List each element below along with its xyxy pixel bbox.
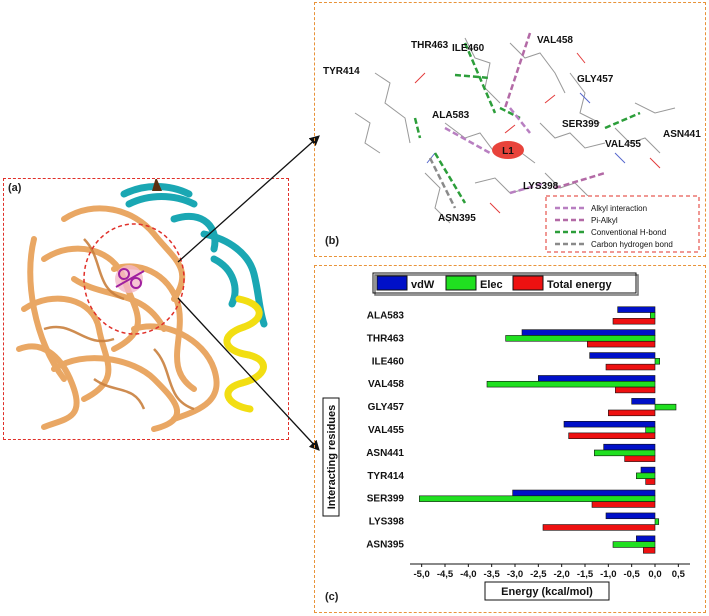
residue-label-tyr414: TYR414: [323, 66, 360, 77]
ligand-label: L1: [502, 146, 514, 157]
y-tick-label-lys398: LYS398: [369, 517, 405, 528]
y-tick-label-ile460: ILE460: [372, 356, 405, 367]
y-tick-label-thr463: THR463: [367, 333, 405, 344]
arrow-marker-icon: [152, 177, 162, 191]
x-tick-label: -2,5: [530, 569, 547, 580]
bar-elec-thr463: [505, 335, 656, 342]
panel-a-protein-structure: (a): [3, 177, 289, 440]
x-tick-label: -3,5: [483, 569, 500, 580]
interaction-key: Alkyl interaction Pi-Alkyl Conventional …: [545, 195, 700, 253]
residue-label-thr463: THR463: [411, 40, 449, 51]
bar-elec-asn441: [594, 449, 656, 457]
panel-c-label: (c): [325, 591, 339, 603]
bar-elec-ile460: [654, 358, 660, 365]
key-label-alkyl: Alkyl interaction: [591, 204, 647, 213]
bar-vdw-val458: [538, 375, 656, 382]
interaction-diagram-svg: L1 ILE460 THR463 VAL458 TYR414 GLY457 AL…: [323, 32, 701, 253]
bar-total-lys398: [542, 524, 656, 531]
bar-vdw-val455: [563, 421, 656, 428]
x-axis-title: Energy (kcal/mol): [501, 586, 593, 598]
bar-vdw-ser399: [512, 489, 656, 497]
bar-elec-val458: [486, 380, 656, 388]
panel-a-label: (a): [8, 182, 22, 194]
residue-label-asn395: ASN395: [438, 213, 476, 224]
y-tick-label-gly457: GLY457: [368, 402, 405, 413]
y-tick-label-ala583: ALA583: [367, 310, 405, 321]
bar-total-tyr414: [645, 478, 656, 485]
bar-total-val458: [615, 386, 656, 394]
bar-total-ser399: [591, 501, 656, 508]
bar-vdw-ile460: [589, 352, 656, 359]
panel-b-interaction-diagram: (b): [314, 2, 706, 257]
x-tick-label: -1,5: [577, 569, 594, 580]
bar-total-val455: [568, 432, 656, 439]
residue-label-ala583: ALA583: [432, 110, 470, 121]
residue-label-ser399: SER399: [562, 119, 600, 130]
bar-total-ile460: [605, 363, 656, 371]
residue-label-lys398: LYS398: [523, 181, 559, 192]
bar-elec-val455: [645, 426, 656, 434]
y-tick-label-tyr414: TYR414: [367, 471, 404, 482]
binding-site-circle: [83, 223, 185, 335]
x-tick-label: -5,0: [413, 569, 429, 580]
bar-total-gly457: [608, 409, 656, 417]
legend-swatch-vdw: [376, 275, 408, 291]
key-label-carbon-h-bond: Carbon hydrogen bond: [591, 240, 673, 249]
legend-swatch-total: [512, 275, 544, 291]
bar-elec-asn395: [612, 541, 656, 548]
y-tick-label-asn395: ASN395: [366, 540, 404, 551]
x-tick-label: 0,5: [672, 569, 686, 580]
residue-label-asn441: ASN441: [663, 129, 701, 140]
bar-elec-gly457: [654, 403, 677, 411]
bar-vdw-asn395: [636, 535, 656, 542]
x-tick-label: -3,0: [507, 569, 523, 580]
residue-label-val458: VAL458: [537, 35, 573, 46]
bar-vdw-asn441: [603, 443, 656, 451]
legend-swatch-elec: [445, 275, 477, 291]
ligand-marker: [492, 141, 524, 159]
legend-label-total: Total energy: [547, 279, 612, 291]
key-label-h-bond: Conventional H-bond: [591, 228, 666, 237]
x-tick-label: -2,0: [553, 569, 569, 580]
residue-label-val455: VAL455: [605, 139, 641, 150]
bar-elec-tyr414: [636, 472, 656, 480]
panel-c-energy-chart: (c) vdW Elec Total energy Interacting re…: [314, 265, 706, 613]
bar-elec-lys398: [654, 518, 660, 525]
y-tick-label-asn441: ASN441: [366, 448, 404, 459]
legend-label-vdw: vdW: [411, 279, 435, 291]
bar-vdw-gly457: [631, 398, 656, 405]
bar-vdw-thr463: [521, 329, 656, 336]
legend-label-elec: Elec: [480, 279, 503, 291]
x-tick-label: -0,5: [623, 569, 640, 580]
x-tick-label: -4,5: [437, 569, 454, 580]
y-tick-label-ser399: SER399: [367, 494, 405, 505]
bar-total-asn395: [643, 547, 656, 554]
residue-label-gly457: GLY457: [577, 74, 614, 85]
energy-bar-chart: vdW Elec Total energy Interacting residu…: [322, 272, 690, 601]
y-tick-label-val455: VAL455: [368, 425, 404, 436]
bar-vdw-lys398: [605, 512, 656, 520]
bar-vdw-tyr414: [640, 466, 656, 474]
x-tick-label: -1,0: [600, 569, 616, 580]
y-axis-title: Interacting residues: [326, 405, 338, 510]
x-axis-title-box: Energy (kcal/mol): [484, 581, 610, 601]
bar-elec-ala583: [650, 312, 656, 319]
bar-total-asn441: [624, 455, 656, 462]
y-tick-label-val458: VAL458: [368, 379, 404, 390]
bar-elec-ser399: [419, 495, 656, 502]
x-tick-label: -4,0: [460, 569, 476, 580]
y-axis-title-box: Interacting residues: [322, 397, 340, 517]
chart-legend: vdW Elec Total energy: [372, 272, 639, 296]
ligand-molecule-icon: [115, 265, 145, 293]
panel-b-label: (b): [325, 235, 340, 247]
x-tick-label: 0,0: [648, 569, 661, 580]
bar-vdw-ala583: [617, 306, 656, 313]
protein-ribbon-image: [16, 177, 268, 432]
bar-total-thr463: [587, 340, 656, 348]
residue-label-ile460: ILE460: [452, 43, 485, 54]
key-label-pi-alkyl: Pi-Alkyl: [591, 216, 618, 225]
bar-total-ala583: [612, 318, 656, 325]
